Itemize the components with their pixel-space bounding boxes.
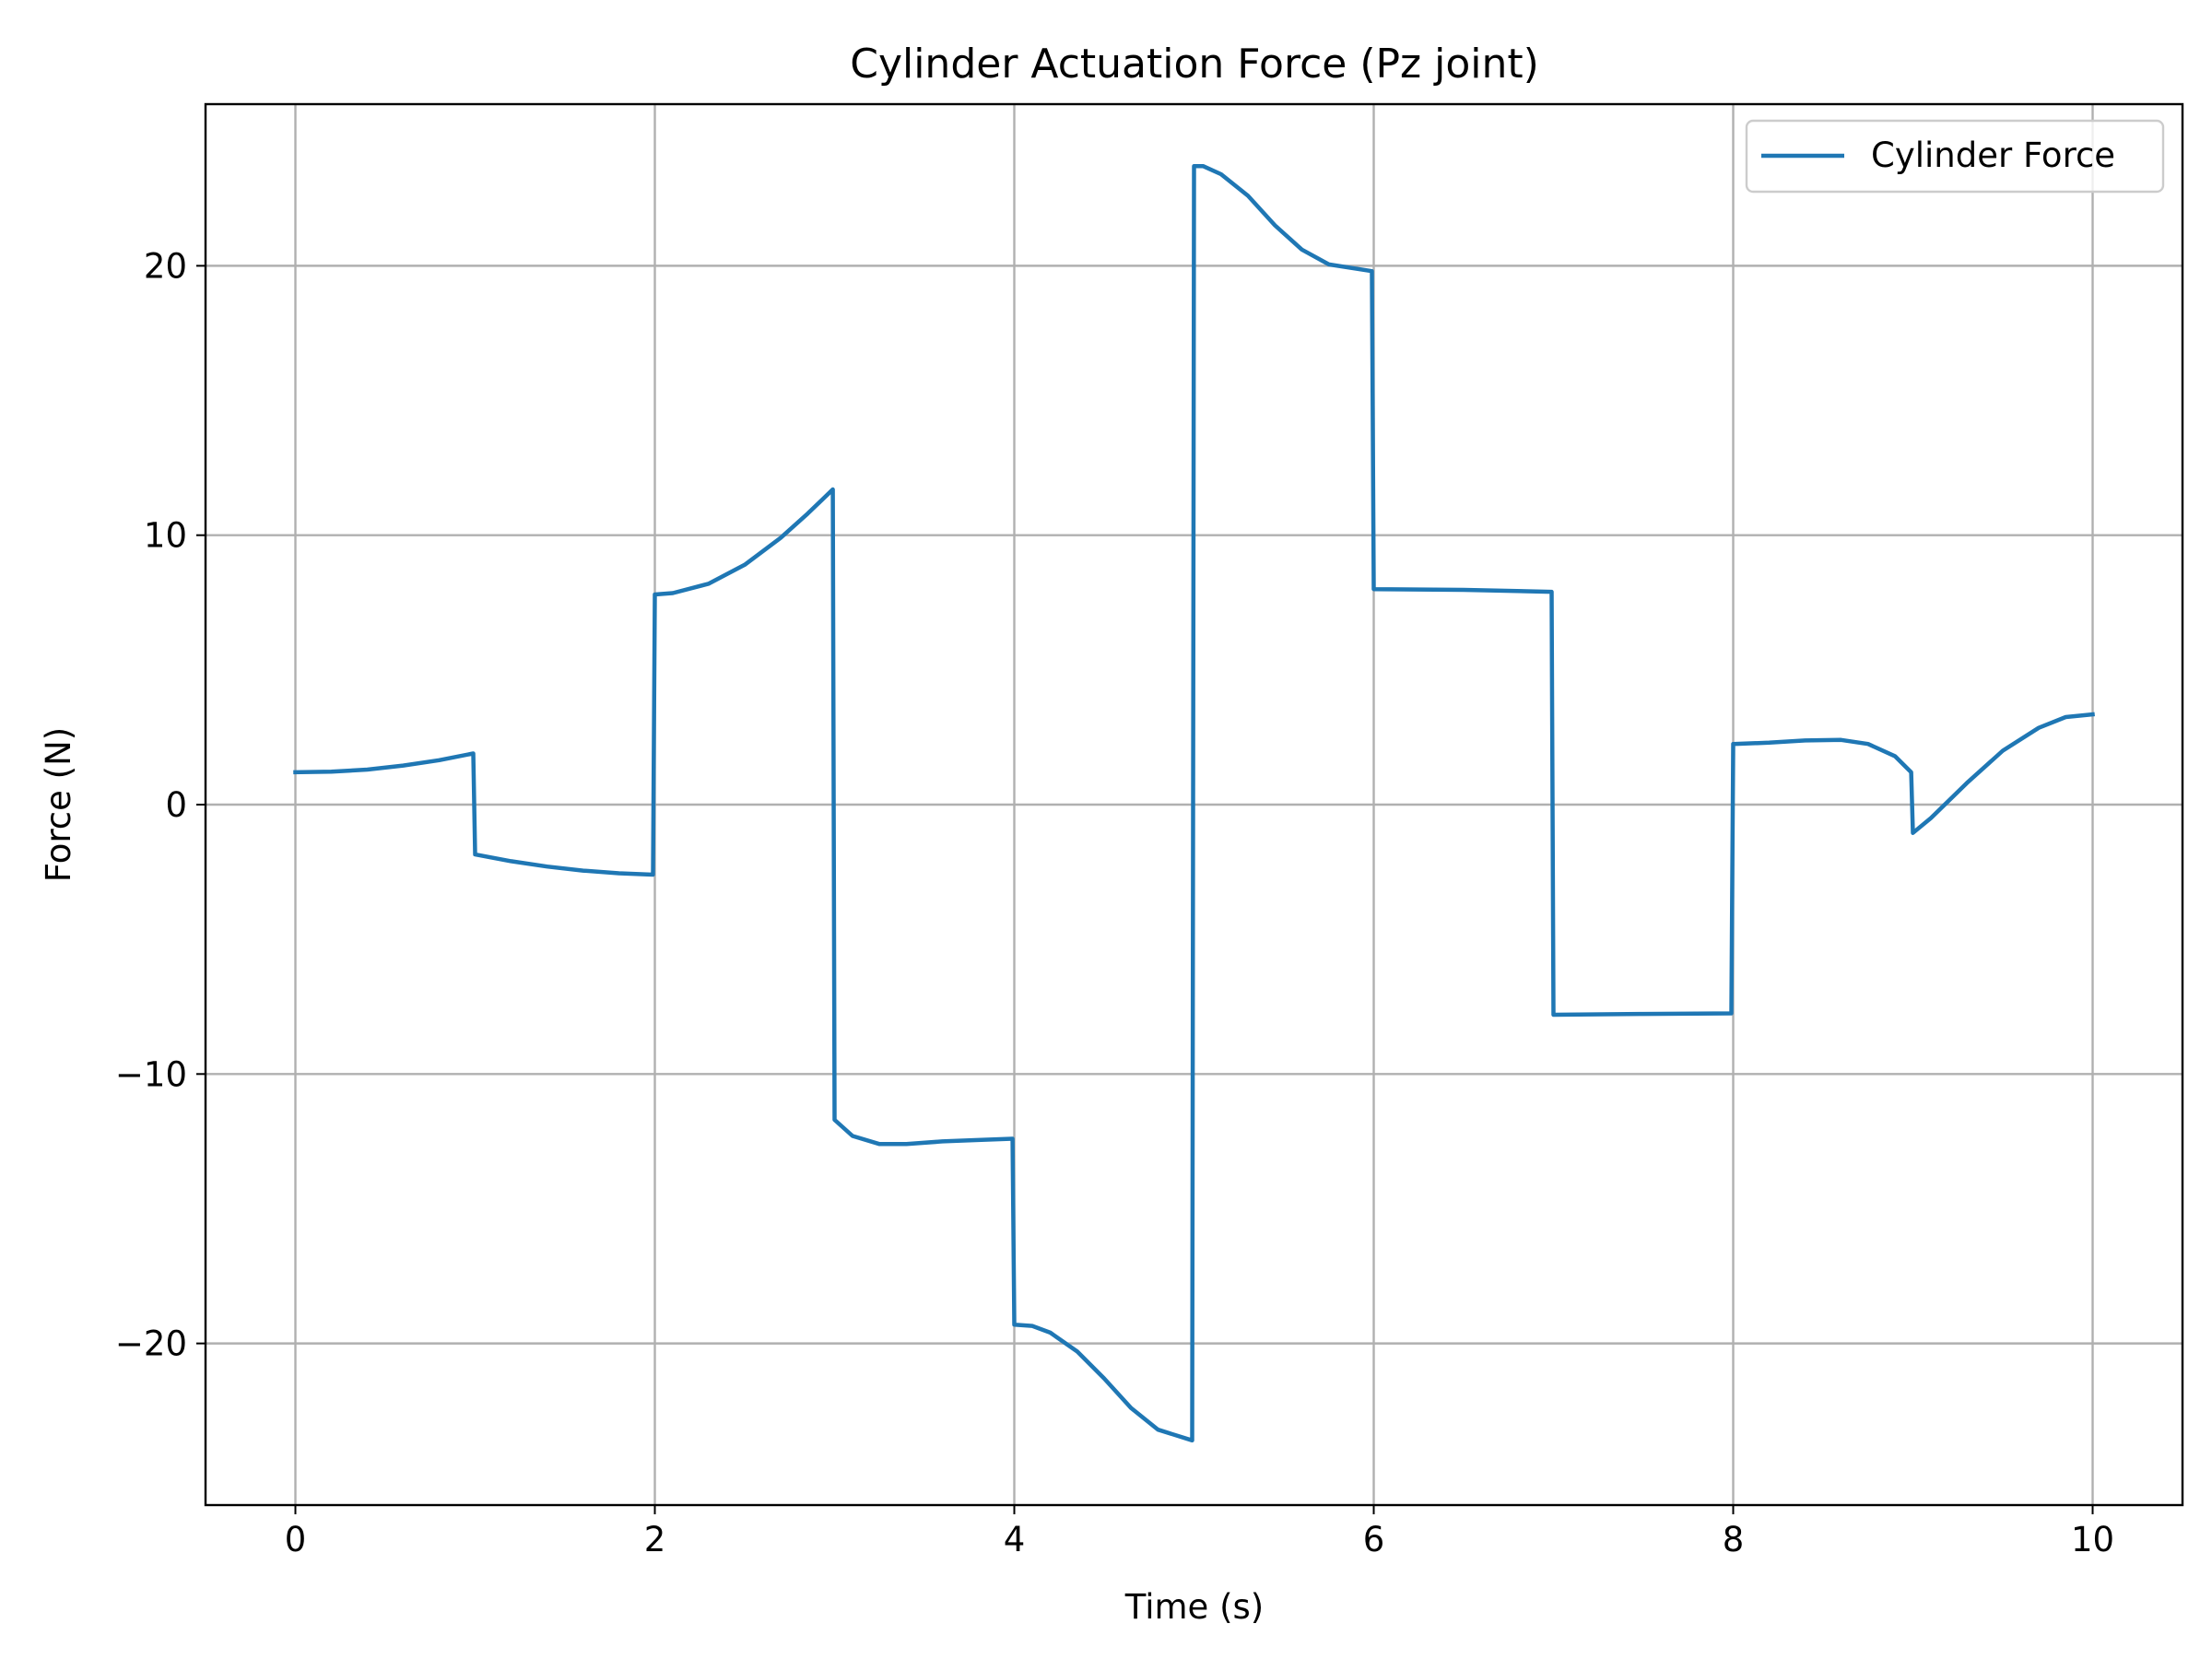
legend: Cylinder Force — [1745, 119, 2165, 194]
series-layer — [293, 163, 2095, 1443]
y-tick-label: 0 — [165, 785, 187, 825]
legend-label: Cylinder Force — [1871, 135, 2115, 175]
x-axis-label: Time (s) — [1124, 1587, 1264, 1627]
series-line-cylinder-force — [293, 163, 2095, 1443]
x-tick-label: 10 — [2071, 1520, 2114, 1559]
y-tick-label: 10 — [144, 516, 187, 556]
x-tick-label: 0 — [285, 1520, 307, 1559]
y-tick-label: −20 — [115, 1324, 187, 1364]
y-tick-label: −10 — [115, 1054, 187, 1094]
x-tick-label: 6 — [1363, 1520, 1385, 1559]
x-tick-label: 2 — [644, 1520, 666, 1559]
legend-box — [1745, 119, 2165, 194]
x-tick-label: 8 — [1723, 1520, 1745, 1559]
y-tick-label: 20 — [144, 246, 187, 286]
y-axis-label: Force (N) — [39, 727, 78, 882]
axis-ticks: 0 2 4 6 8 10 −20 −10 0 10 20 — [115, 246, 2114, 1559]
x-tick-label: 4 — [1004, 1520, 1026, 1559]
chart-title: Cylinder Actuation Force (Pz joint) — [850, 41, 1539, 88]
